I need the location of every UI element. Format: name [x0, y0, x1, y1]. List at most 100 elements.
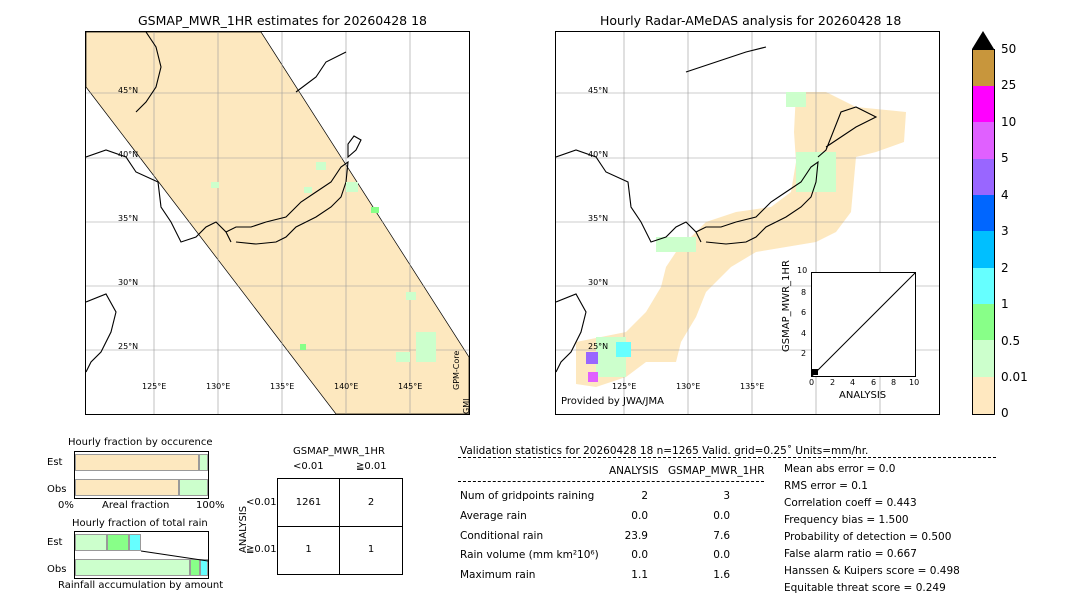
right-lat-label-40: 40°N [588, 150, 609, 159]
occurrence-title: Hourly fraction by occurence [68, 437, 213, 448]
occurrence-bar-est [75, 454, 208, 471]
total-bar-est [75, 534, 141, 551]
colorbar-top-triangle [972, 31, 994, 49]
score-rms-error: RMS error = 0.1 [784, 480, 868, 492]
inset-tick-x0: 0 [809, 378, 815, 387]
validation-row-label-2: Conditional rain [460, 530, 544, 542]
right-lon-label-130: 130°E [676, 382, 701, 391]
left-map-title: GSMAP_MWR_1HR estimates for 20260428 18 [138, 13, 427, 28]
left-rain-cells [211, 162, 436, 362]
colorbar-seg-0 [973, 50, 994, 86]
validation-row-a-1: 0.0 [631, 510, 648, 522]
contingency-title: GSMAP_MWR_1HR [293, 446, 385, 457]
credit-text: Provided by JWA/JMA [561, 396, 664, 407]
colorbar-label-4: 4 [1001, 188, 1009, 202]
colorbar [972, 49, 995, 415]
inset-tick-y4: 8 [801, 288, 807, 297]
right-lat-label-25: 25°N [588, 342, 609, 351]
score-ets: Equitable threat score = 0.249 [784, 582, 946, 594]
right-rain-cells [586, 92, 836, 382]
contingency-cell-01: 2 [367, 497, 375, 508]
right-map-svg [556, 32, 939, 414]
left-lon-label-130: 130°E [206, 382, 231, 391]
inset-tick-x5: 10 [909, 378, 920, 387]
left-map-panel: 45°N 40°N 35°N 30°N 25°N 125°E 130°E 135… [85, 31, 470, 415]
contingency-grid: 1261 2 1 1 [277, 478, 403, 575]
colorbar-label-25: 25 [1001, 78, 1017, 92]
validation-row-b-3: 0.0 [713, 549, 730, 561]
colorbar-label-0: 0 [1001, 406, 1009, 420]
inset-tick-x1: 2 [830, 378, 836, 387]
right-lat-label-30: 30°N [588, 278, 609, 287]
occurrence-bar-obs-dry [75, 479, 179, 496]
occurrence-bar-est-dry [75, 454, 199, 471]
contingency-row-2: ≧0.01 [246, 544, 277, 555]
validation-row-label-4: Maximum rain [460, 569, 536, 581]
colorbar-label-10: 10 [1001, 115, 1017, 129]
contingency-col-2: ≧0.01 [356, 461, 387, 472]
left-coastline [86, 32, 362, 373]
validation-row-label-0: Num of gridpoints raining [460, 490, 595, 502]
score-hk: Hanssen & Kuipers score = 0.498 [784, 565, 960, 577]
total-bar-obs [75, 559, 208, 576]
validation-row-b-2: 7.6 [713, 530, 730, 542]
colorbar-seg-3 [973, 159, 994, 195]
left-lon-label-125: 125°E [142, 382, 167, 391]
validation-row-a-4: 1.1 [631, 569, 648, 581]
validation-row-b-0: 3 [723, 490, 730, 502]
validation-col-b: GSMAP_MWR_1HR [668, 465, 765, 477]
total-bar-est-seg-1 [75, 534, 107, 551]
validation-row-b-1: 0.0 [713, 510, 730, 522]
validation-row-b-4: 1.6 [713, 569, 730, 581]
score-correlation: Correlation coeff = 0.443 [784, 497, 917, 509]
colorbar-label-1: 1 [1001, 297, 1009, 311]
inset-tick-y3: 6 [801, 308, 807, 317]
validation-row-a-0: 2 [641, 490, 648, 502]
colorbar-seg-9 [973, 377, 994, 414]
validation-col-a: ANALYSIS [609, 465, 659, 477]
right-lat-label-35: 35°N [588, 214, 609, 223]
left-side-label-1: GPM-Core [452, 350, 461, 390]
occurrence-row-obs: Obs [47, 484, 67, 495]
left-lat-label-30: 30°N [118, 278, 139, 287]
validation-rule-top [458, 457, 996, 458]
occurrence-axis-left: 0% [58, 500, 74, 511]
right-lon-label-125: 125°E [612, 382, 637, 391]
inset-tick-x4: 8 [891, 378, 897, 387]
inset-tick-y5: 10 [797, 266, 808, 275]
validation-row-label-1: Average rain [460, 510, 527, 522]
colorbar-seg-4 [973, 195, 994, 231]
occurrence-row-est: Est [47, 457, 63, 468]
total-chart [74, 531, 209, 579]
occurrence-bar-est-wet [198, 454, 208, 471]
left-lat-label-45: 45°N [118, 86, 139, 95]
contingency-cell-10: 1 [305, 544, 312, 555]
total-bar-obs-seg-1 [75, 559, 190, 576]
occurrence-axis-mid: Areal fraction [102, 500, 170, 511]
score-mean-abs-error: Mean abs error = 0.0 [784, 463, 896, 475]
colorbar-label-0.01: 0.01 [1001, 370, 1028, 384]
colorbar-label-0.5: 0.5 [1001, 334, 1021, 348]
inset-xlabel: ANALYSIS [839, 390, 887, 401]
colorbar-seg-6 [973, 268, 994, 304]
left-lat-label-35: 35°N [118, 214, 139, 223]
validation-row-label-3: Rain volume (mm km²10⁶) [460, 549, 599, 561]
inset-ylabel: GSMAP_MWR_1HR [781, 260, 792, 352]
left-grid [86, 32, 469, 414]
validation-row-a-2: 23.9 [624, 530, 648, 542]
left-lat-label-40: 40°N [118, 150, 139, 159]
total-connector [140, 550, 208, 562]
right-map-panel: 45°N 40°N 35°N 30°N 25°N 125°E 130°E 135… [555, 31, 940, 415]
colorbar-label-5: 5 [1001, 151, 1009, 165]
right-lon-label-135: 135°E [740, 382, 765, 391]
total-axis-label: Rainfall accumulation by amount [58, 580, 224, 591]
swath-area [86, 32, 469, 414]
inset-scatter [811, 272, 916, 377]
occurrence-bar-obs-wet [178, 479, 208, 496]
left-lat-label-25: 25°N [118, 342, 139, 351]
occurrence-bar-obs [75, 479, 208, 496]
contingency-col-1: <0.01 [293, 461, 324, 472]
inset-tick-x2: 4 [850, 378, 856, 387]
colorbar-label-3: 3 [1001, 224, 1009, 238]
inset-tick-y1: 2 [801, 349, 807, 358]
